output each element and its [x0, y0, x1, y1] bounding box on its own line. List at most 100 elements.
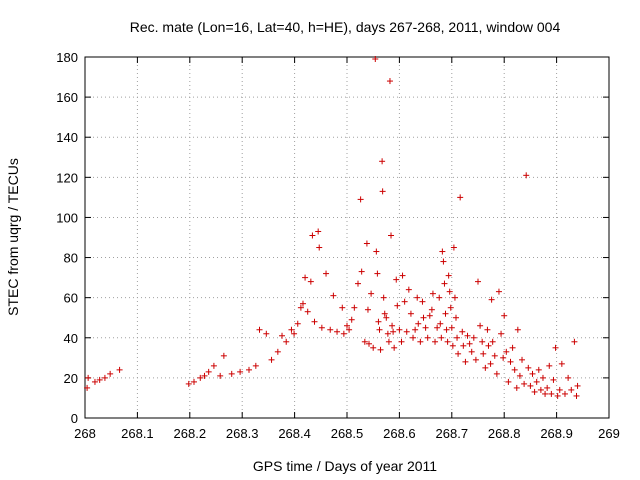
data-point	[410, 334, 417, 341]
data-point	[323, 270, 330, 277]
data-point	[185, 380, 192, 387]
data-point	[464, 332, 471, 339]
data-point	[274, 348, 281, 355]
data-point	[561, 390, 568, 397]
data-point	[429, 290, 436, 297]
data-point	[107, 370, 114, 377]
data-point	[529, 370, 536, 377]
data-point	[344, 322, 350, 329]
data-point	[438, 334, 445, 341]
data-point	[450, 244, 457, 251]
data-point	[554, 392, 561, 399]
data-point	[449, 342, 456, 349]
y-tick-label: 180	[56, 50, 78, 65]
data-point	[501, 312, 508, 319]
data-point	[361, 338, 368, 345]
data-point	[190, 378, 197, 385]
y-tick-label: 100	[56, 210, 78, 225]
data-point	[477, 322, 484, 329]
data-point	[443, 326, 450, 333]
data-point	[556, 386, 563, 393]
data-point	[568, 386, 575, 393]
x-tick-label: 268	[74, 426, 96, 441]
data-point	[437, 320, 444, 327]
data-point	[415, 320, 422, 327]
data-point	[379, 188, 386, 195]
data-point	[375, 318, 382, 325]
data-point	[407, 310, 414, 317]
data-point	[452, 314, 459, 321]
data-point	[220, 352, 227, 359]
data-point	[542, 390, 549, 397]
data-point	[503, 348, 510, 355]
data-point	[405, 286, 412, 293]
data-point	[573, 392, 580, 399]
data-point	[96, 376, 103, 383]
data-point	[498, 330, 505, 337]
data-point	[330, 292, 337, 299]
data-point	[391, 344, 398, 351]
data-point	[374, 270, 381, 277]
data-point	[484, 326, 491, 333]
data-point	[376, 326, 383, 333]
data-point	[389, 322, 396, 329]
data-point	[383, 314, 390, 321]
data-point	[535, 366, 542, 373]
x-tick-label: 268.6	[383, 426, 416, 441]
data-point	[101, 374, 108, 381]
data-point	[571, 338, 578, 345]
data-point	[339, 304, 346, 311]
data-point	[460, 342, 467, 349]
data-point	[420, 314, 427, 321]
data-point	[419, 298, 426, 305]
data-point	[197, 374, 204, 381]
data-point	[444, 338, 451, 345]
y-tick-label: 120	[56, 170, 78, 185]
data-point	[519, 356, 526, 363]
data-point	[482, 364, 489, 371]
data-point	[546, 362, 553, 369]
data-point	[441, 280, 448, 287]
data-point	[462, 358, 469, 365]
data-point	[565, 374, 572, 381]
data-point	[357, 196, 364, 203]
data-point	[379, 158, 386, 165]
data-point	[84, 384, 91, 391]
data-point	[514, 326, 521, 333]
data-point	[217, 372, 224, 379]
data-point	[436, 294, 443, 301]
data-point	[334, 328, 341, 335]
y-tick-label: 40	[64, 331, 78, 346]
data-point	[509, 344, 516, 351]
data-point	[304, 308, 311, 315]
data-point	[384, 330, 391, 337]
data-point	[525, 364, 532, 371]
data-point	[288, 326, 295, 333]
data-point	[539, 374, 546, 381]
data-point	[309, 232, 316, 239]
data-point	[424, 334, 431, 341]
data-point	[426, 312, 433, 319]
x-tick-label: 268.3	[226, 426, 259, 441]
data-point	[318, 324, 325, 331]
data-point	[370, 344, 377, 351]
data-point	[414, 294, 421, 301]
data-point	[487, 360, 494, 367]
y-tick-label: 80	[64, 251, 78, 266]
data-point	[417, 338, 424, 345]
data-point	[533, 378, 540, 385]
data-point	[116, 366, 123, 373]
y-tick-label: 60	[64, 291, 78, 306]
data-point	[372, 56, 379, 63]
data-point	[488, 296, 495, 303]
data-point	[412, 326, 419, 333]
data-point	[399, 272, 406, 279]
axis-ticks: 268 268.1 268.2 268.3 268.4 268.5 268.6 268.7 26…	[56, 50, 620, 441]
data-point	[445, 272, 452, 279]
data-point	[348, 316, 355, 323]
data-point	[291, 330, 298, 337]
data-point	[237, 368, 244, 375]
data-point	[377, 346, 384, 353]
data-point	[355, 280, 362, 287]
data-point	[256, 326, 263, 333]
